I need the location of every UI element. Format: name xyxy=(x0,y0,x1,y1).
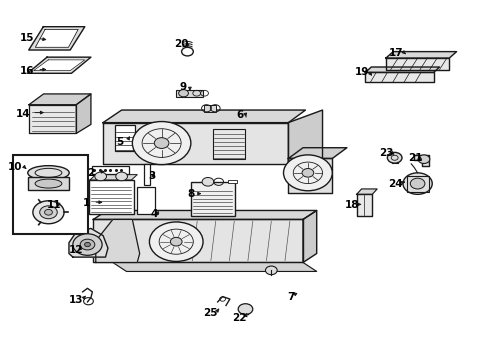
Text: 12: 12 xyxy=(69,245,83,255)
Circle shape xyxy=(238,304,252,315)
Circle shape xyxy=(170,237,182,246)
Polygon shape xyxy=(29,27,84,50)
Circle shape xyxy=(202,177,213,186)
Text: 17: 17 xyxy=(387,48,402,58)
Polygon shape xyxy=(103,123,288,164)
Circle shape xyxy=(84,242,90,247)
Text: 15: 15 xyxy=(20,33,35,43)
Text: 22: 22 xyxy=(232,313,246,323)
Bar xyxy=(228,180,237,183)
Polygon shape xyxy=(35,30,78,47)
Text: 13: 13 xyxy=(69,295,83,305)
Text: 4: 4 xyxy=(150,209,158,219)
Polygon shape xyxy=(90,175,137,180)
Bar xyxy=(176,90,203,97)
Polygon shape xyxy=(365,67,439,72)
Polygon shape xyxy=(356,189,376,194)
Text: 25: 25 xyxy=(203,308,217,318)
Circle shape xyxy=(402,173,431,194)
Polygon shape xyxy=(288,158,331,193)
Text: 2: 2 xyxy=(87,168,94,178)
Polygon shape xyxy=(34,60,84,71)
Text: 23: 23 xyxy=(378,148,392,158)
Polygon shape xyxy=(93,211,316,220)
Text: 8: 8 xyxy=(187,189,194,199)
Text: 19: 19 xyxy=(354,67,368,77)
Polygon shape xyxy=(113,262,316,271)
Polygon shape xyxy=(76,94,91,134)
Ellipse shape xyxy=(28,166,69,180)
Text: 16: 16 xyxy=(20,66,35,76)
Bar xyxy=(115,125,135,150)
Circle shape xyxy=(44,210,52,215)
Bar xyxy=(137,187,155,214)
Polygon shape xyxy=(356,194,371,216)
Circle shape xyxy=(409,178,424,189)
Bar xyxy=(190,181,234,216)
Polygon shape xyxy=(69,228,108,257)
Polygon shape xyxy=(29,94,91,105)
Circle shape xyxy=(132,122,190,165)
Polygon shape xyxy=(413,155,428,166)
Bar xyxy=(13,155,88,234)
Circle shape xyxy=(265,266,277,275)
Circle shape xyxy=(33,201,64,224)
Circle shape xyxy=(154,138,168,148)
Circle shape xyxy=(302,168,313,177)
Text: 5: 5 xyxy=(116,138,123,147)
Polygon shape xyxy=(385,58,448,69)
Circle shape xyxy=(149,222,203,261)
Text: 18: 18 xyxy=(344,200,358,210)
Text: 6: 6 xyxy=(236,111,243,121)
Polygon shape xyxy=(103,110,305,123)
Text: 1: 1 xyxy=(82,198,89,208)
Bar xyxy=(213,129,244,159)
Text: 3: 3 xyxy=(148,171,155,181)
Circle shape xyxy=(417,155,429,163)
Polygon shape xyxy=(29,105,76,134)
Circle shape xyxy=(386,152,401,163)
Bar xyxy=(28,177,69,190)
Text: 9: 9 xyxy=(180,82,187,92)
Polygon shape xyxy=(365,72,433,82)
Text: 10: 10 xyxy=(8,162,22,172)
Polygon shape xyxy=(93,220,303,262)
Polygon shape xyxy=(288,148,346,158)
Polygon shape xyxy=(303,211,316,262)
Bar xyxy=(89,180,134,214)
Circle shape xyxy=(95,172,106,181)
Polygon shape xyxy=(288,110,322,164)
Circle shape xyxy=(73,234,102,255)
Polygon shape xyxy=(27,57,91,73)
Text: 21: 21 xyxy=(407,153,422,163)
Text: 20: 20 xyxy=(174,39,188,49)
Circle shape xyxy=(283,155,331,191)
Bar xyxy=(406,176,427,192)
Bar xyxy=(204,105,216,112)
Circle shape xyxy=(40,206,57,219)
Text: 24: 24 xyxy=(387,179,402,189)
Text: 11: 11 xyxy=(47,200,61,210)
Bar xyxy=(92,166,128,174)
Text: 14: 14 xyxy=(15,109,30,119)
Bar xyxy=(144,164,150,185)
Polygon shape xyxy=(96,220,140,262)
Polygon shape xyxy=(385,51,456,58)
Circle shape xyxy=(178,90,188,97)
Ellipse shape xyxy=(35,179,62,188)
Circle shape xyxy=(80,239,95,250)
Circle shape xyxy=(116,172,127,181)
Text: 7: 7 xyxy=(286,292,294,302)
